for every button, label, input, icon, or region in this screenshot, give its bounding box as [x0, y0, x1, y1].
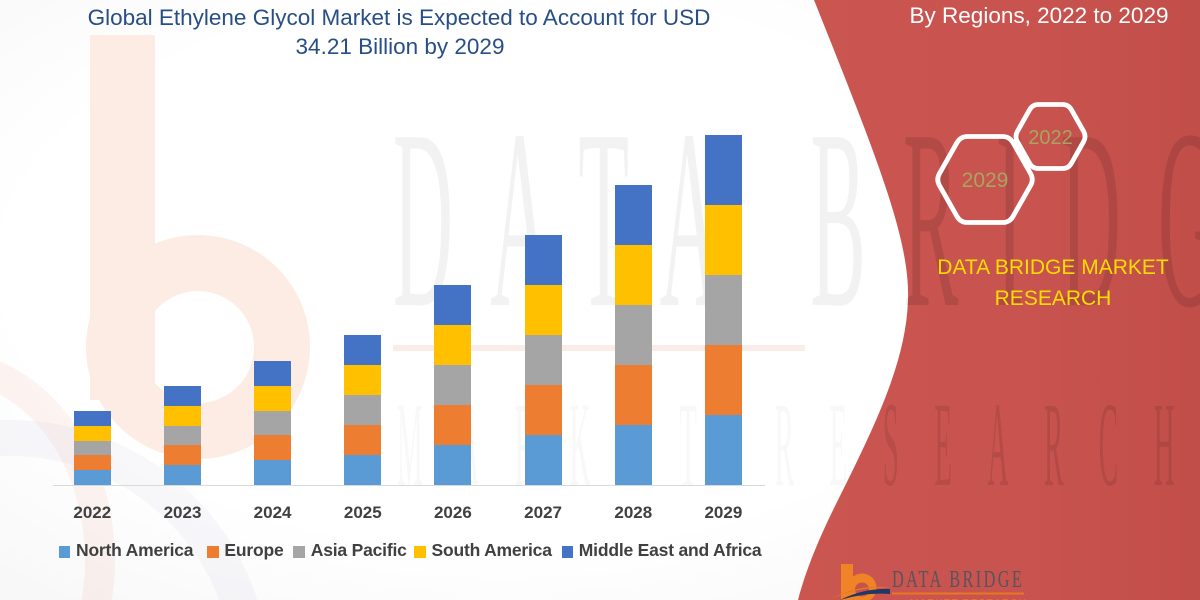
svg-text:DATA BRIDGE: DATA BRIDGE [892, 567, 1024, 593]
svg-text:MARKET RESEARCH: MARKET RESEARCH [910, 598, 1027, 600]
svg-text:2022: 2022 [1028, 127, 1073, 149]
svg-text:2029: 2029 [962, 169, 1009, 192]
